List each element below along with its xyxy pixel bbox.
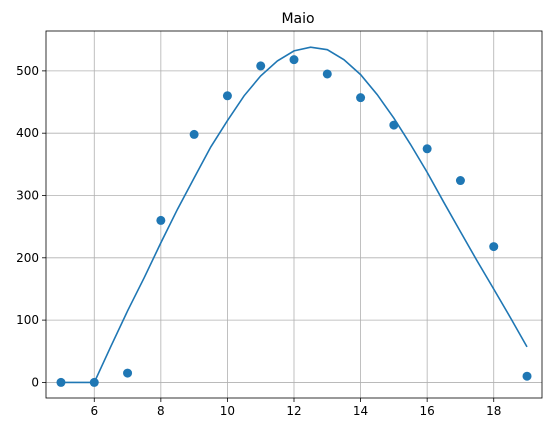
data-point bbox=[289, 55, 299, 65]
data-point bbox=[156, 215, 166, 225]
x-tick-label: 8 bbox=[157, 404, 165, 418]
data-point bbox=[322, 69, 332, 79]
y-axis: 0 100 200 300 400 500 bbox=[16, 64, 46, 389]
data-point bbox=[422, 144, 432, 154]
y-tick-label: 500 bbox=[16, 64, 39, 78]
data-point bbox=[356, 93, 366, 103]
x-tick-label: 18 bbox=[486, 404, 501, 418]
y-tick-label: 400 bbox=[16, 126, 39, 140]
fit-line-layer bbox=[61, 46, 528, 384]
data-point bbox=[522, 371, 532, 381]
x-axis: 6 8 10 12 14 16 18 bbox=[90, 398, 501, 418]
y-tick-label: 300 bbox=[16, 188, 39, 202]
data-point bbox=[389, 120, 399, 130]
fit-curve-line bbox=[61, 46, 528, 384]
data-point bbox=[189, 129, 199, 139]
grid bbox=[46, 31, 542, 398]
chart-title: Maio bbox=[281, 11, 314, 27]
data-point bbox=[123, 368, 133, 378]
data-point bbox=[222, 91, 232, 101]
x-tick-label: 16 bbox=[420, 404, 435, 418]
data-point bbox=[455, 176, 465, 186]
x-tick-label: 10 bbox=[220, 404, 235, 418]
x-tick-label: 6 bbox=[90, 404, 98, 418]
y-tick-label: 0 bbox=[31, 375, 39, 389]
x-tick-label: 14 bbox=[353, 404, 368, 418]
data-point bbox=[256, 61, 266, 71]
data-point bbox=[489, 242, 499, 252]
y-tick-label: 100 bbox=[16, 313, 39, 327]
y-tick-label: 200 bbox=[16, 251, 39, 265]
data-point bbox=[56, 377, 66, 387]
scatter-points bbox=[56, 55, 532, 387]
data-point bbox=[89, 377, 99, 387]
x-tick-label: 12 bbox=[286, 404, 301, 418]
